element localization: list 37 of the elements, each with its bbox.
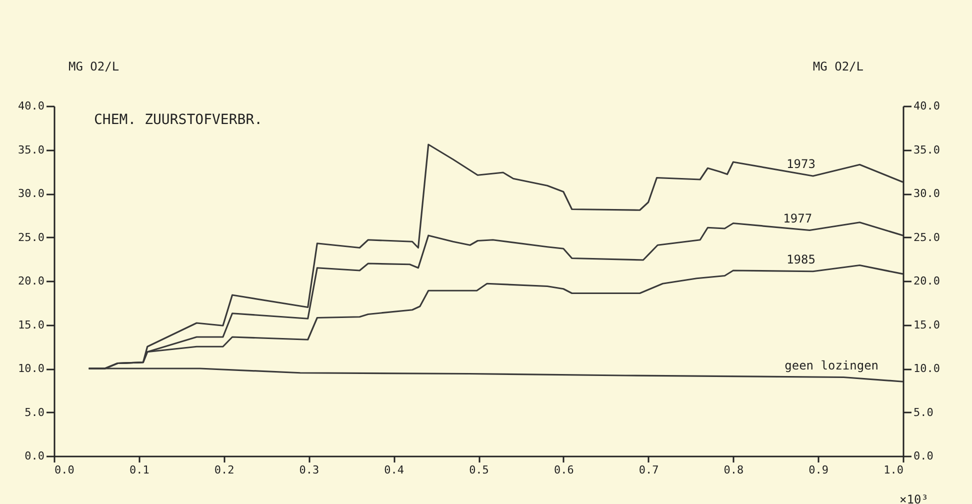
y2-tick-label: 20.0 xyxy=(914,274,940,288)
x-tick-label: 0.2 xyxy=(214,464,234,476)
y-tick-label: 30.0 xyxy=(18,187,44,200)
y2-tick-label: 35.0 xyxy=(914,143,940,156)
y2-tick-label: 5.0 xyxy=(914,406,934,419)
y-tick-label: 25.0 xyxy=(18,230,44,244)
y2-tick-label: 40.0 xyxy=(914,100,940,112)
x-tick-label: 0.8 xyxy=(724,464,744,476)
y-tick-label: 5.0 xyxy=(24,406,44,419)
x-tick-label: 0.7 xyxy=(638,464,659,476)
x-tick-label: 0.4 xyxy=(384,464,404,476)
y-tick-label: 40.0 xyxy=(18,100,44,112)
x-tick-label: 0.3 xyxy=(299,464,320,476)
series-label: 1977 xyxy=(783,211,812,226)
x-tick-label: 1.0 xyxy=(884,464,904,476)
y2-tick-label: 30.0 xyxy=(914,187,940,200)
y-axis-title: MG O2/L xyxy=(68,60,120,74)
y-tick-label: 20.0 xyxy=(18,274,44,288)
y2-tick-label: 25.0 xyxy=(914,230,940,244)
series-label: 1985 xyxy=(786,252,816,266)
y-tick-label: 35.0 xyxy=(18,143,44,156)
x-tick-label: 0.1 xyxy=(129,464,150,476)
y-tick-label: 10.0 xyxy=(18,362,44,375)
x-tick-label: 0.9 xyxy=(808,464,829,476)
x-tick-label: 0.0 xyxy=(54,464,74,476)
y2-tick-label: 15.0 xyxy=(914,318,940,332)
x-tick-label: 0.6 xyxy=(554,464,574,476)
x-axis-title: ×10³ xyxy=(900,492,928,504)
y2-tick-label: 10.0 xyxy=(914,362,940,375)
y2-axis-title: MG O2/L xyxy=(812,60,864,74)
series-label: geen lozingen xyxy=(784,358,879,372)
x-tick-label: 0.5 xyxy=(469,464,489,476)
y-tick-label: 0.0 xyxy=(24,450,44,462)
y2-tick-label: 0.0 xyxy=(914,450,934,462)
series-label: 1973 xyxy=(786,157,816,171)
y-tick-label: 15.0 xyxy=(18,318,44,332)
chart-title: CHEM. ZUURSTOFVERBR. xyxy=(94,112,263,128)
